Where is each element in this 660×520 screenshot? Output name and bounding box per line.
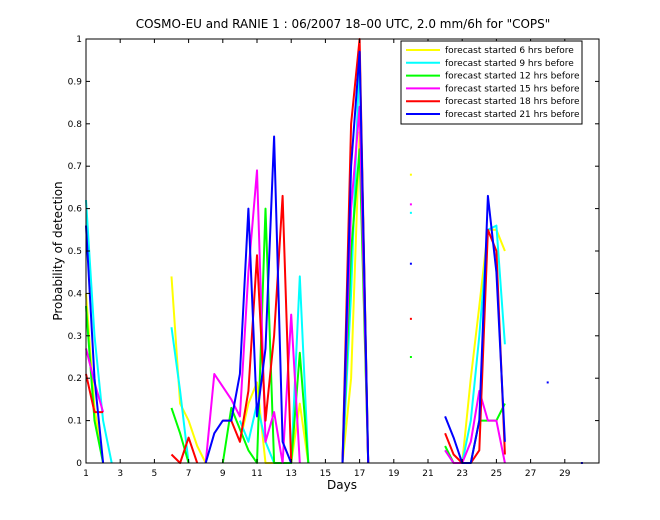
series-line-segment — [444, 389, 506, 464]
x-tick-label: 17 — [354, 469, 365, 479]
y-tick-label: 0.1 — [68, 417, 82, 427]
x-tick-label: 1 — [83, 469, 89, 479]
y-tick-label: 0.6 — [68, 205, 83, 215]
series-line-segment — [170, 276, 207, 464]
legend-entry: forecast started 15 hrs before — [445, 84, 580, 94]
y-tick-label: 0.8 — [68, 120, 83, 130]
x-tick-label: 27 — [525, 469, 536, 479]
series-line-segment — [170, 436, 199, 464]
legend: forecast started 6 hrs before forecast st… — [400, 40, 583, 125]
x-tick-label: 15 — [320, 469, 331, 479]
legend-entry: forecast started 18 hrs before — [445, 97, 580, 107]
legend-entry: forecast started 6 hrs before — [445, 46, 574, 56]
chart-title: COSMO-EU and RANIE 1 : 06/2007 18–00 UTC… — [136, 17, 551, 31]
series-point — [409, 173, 412, 176]
x-tick-label: 11 — [251, 469, 262, 479]
x-tick-label: 21 — [422, 469, 433, 479]
y-axis-label: Probability of detection — [51, 181, 65, 320]
x-tick-label: 5 — [152, 469, 158, 479]
series-line-segment — [204, 169, 301, 464]
x-axis-label: Days — [327, 478, 357, 492]
y-tick-label: 0.7 — [68, 162, 82, 172]
series-3 — [85, 148, 506, 464]
series-line-segment — [221, 207, 310, 464]
legend-box — [400, 40, 583, 125]
x-tick-label: 23 — [456, 469, 467, 479]
series-line-segment — [222, 194, 293, 464]
legend-entry: forecast started 9 hrs before — [445, 59, 574, 69]
y-tick-label: 0 — [76, 459, 82, 469]
series-point — [409, 211, 412, 214]
series-line-segment — [85, 200, 113, 464]
series-line-segment — [85, 225, 105, 464]
y-axis: 0 0.1 0.2 0.3 0.4 0.5 0.6 0.7 0.8 0.9 1 — [68, 35, 599, 469]
y-tick-label: 1 — [76, 35, 82, 45]
series-6 — [85, 50, 583, 464]
y-tick-label: 0.2 — [68, 374, 82, 384]
y-tick-label: 0.5 — [68, 247, 82, 257]
series-line-segment — [85, 306, 105, 464]
x-tick-label: 9 — [220, 469, 226, 479]
series-point — [409, 317, 412, 320]
x-tick-label: 7 — [186, 469, 192, 479]
series-point — [409, 356, 412, 358]
series-point — [546, 381, 549, 384]
x-tick-label: 29 — [559, 469, 571, 479]
series-point — [409, 203, 412, 206]
x-tick-label: 13 — [285, 469, 296, 479]
series-line-segment — [204, 135, 293, 464]
x-axis: 1 3 5 7 9 11 13 15 17 19 21 23 25 27 29 — [83, 39, 571, 479]
series-point — [409, 262, 412, 265]
legend-entry: forecast started 21 hrs before — [445, 110, 580, 120]
plot-lines — [85, 38, 583, 464]
series-line-segment — [341, 50, 370, 464]
series-line-segment — [444, 194, 506, 464]
series-line-segment — [170, 327, 190, 464]
series-line-segment — [170, 407, 190, 464]
series-line-segment — [444, 228, 506, 464]
legend-entry: forecast started 12 hrs before — [445, 72, 580, 82]
x-tick-label: 3 — [117, 469, 123, 479]
series-line-segment — [85, 373, 104, 414]
y-tick-label: 0.3 — [68, 332, 82, 342]
x-tick-label: 25 — [491, 469, 502, 479]
x-tick-label: 19 — [388, 469, 400, 479]
y-tick-label: 0.9 — [68, 77, 83, 87]
y-tick-label: 0.4 — [68, 289, 83, 299]
